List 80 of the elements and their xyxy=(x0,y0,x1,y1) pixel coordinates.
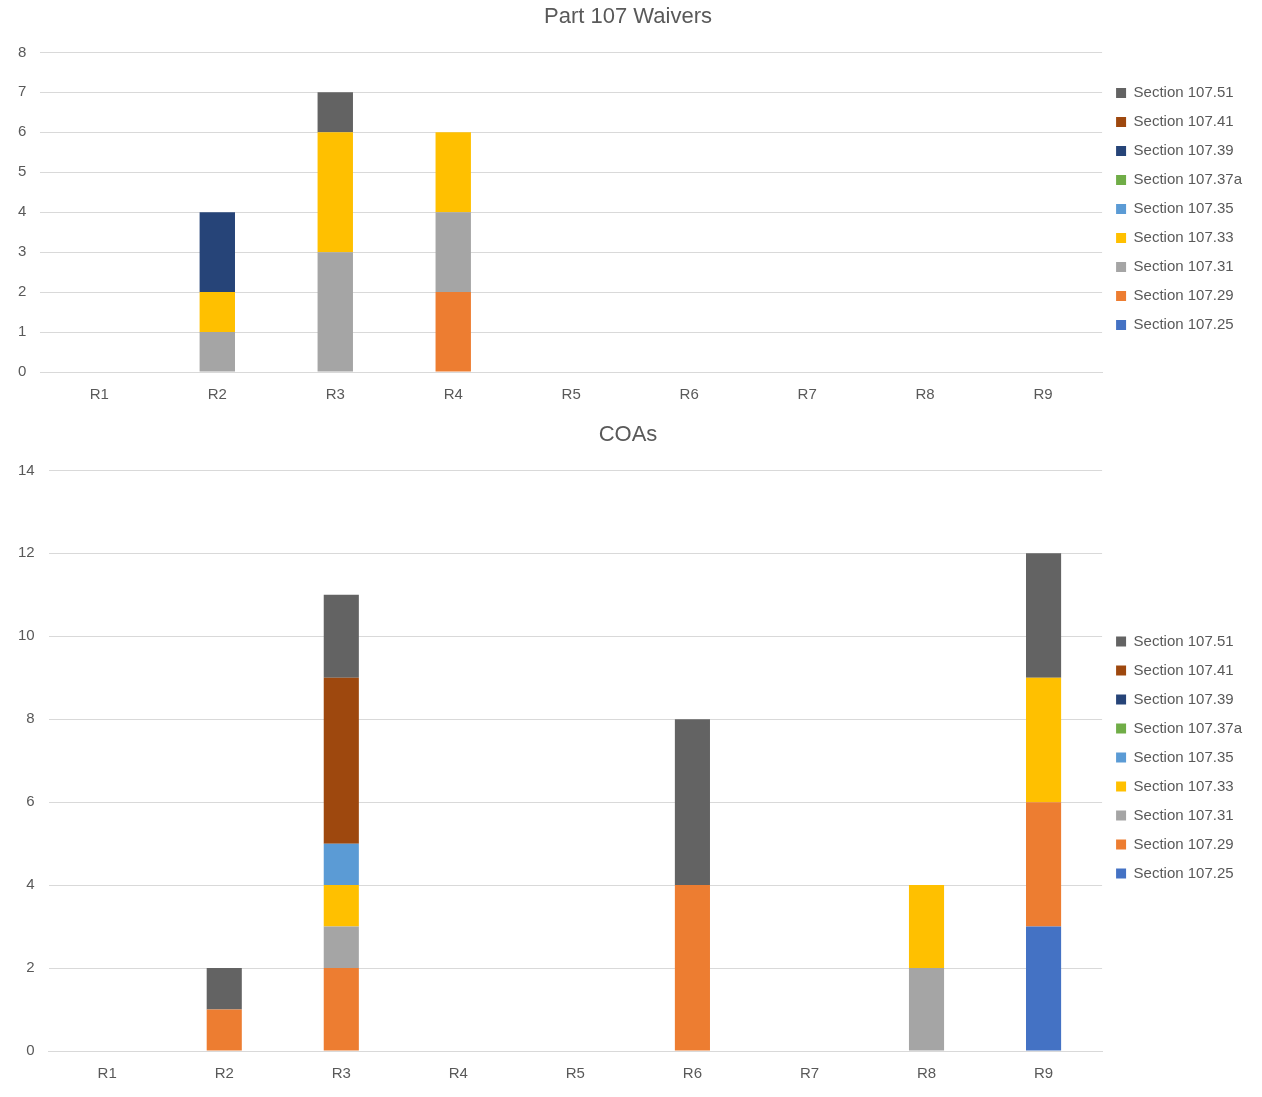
bar xyxy=(908,885,945,969)
y-tick-label: 4 xyxy=(26,875,35,893)
bar xyxy=(317,252,353,372)
legend-label: Section 107.29 xyxy=(1133,286,1234,304)
bar xyxy=(1026,677,1062,803)
bar xyxy=(674,719,710,886)
legend-label: Section 107.39 xyxy=(1133,141,1234,159)
y-tick-label: 2 xyxy=(26,958,35,976)
y-tick-label: 6 xyxy=(18,122,27,140)
bar xyxy=(674,885,710,1051)
x-tick-label: R5 xyxy=(565,1064,585,1082)
bar xyxy=(323,677,359,844)
x-tick-label: R2 xyxy=(207,385,227,403)
y-tick-label: 0 xyxy=(26,1041,35,1059)
x-tick-label: R1 xyxy=(97,1064,117,1082)
bar xyxy=(323,843,359,886)
bar xyxy=(323,594,359,678)
legend-label: Section 107.25 xyxy=(1133,315,1234,333)
bar xyxy=(323,926,359,969)
y-tick-label: 14 xyxy=(18,460,35,478)
legend-label: Section 107.25 xyxy=(1133,863,1234,881)
bar xyxy=(206,968,242,1010)
x-tick-label: R6 xyxy=(679,385,699,403)
legend-label: Section 107.31 xyxy=(1133,257,1234,275)
legend-label: Section 107.37a xyxy=(1133,170,1243,188)
legend-label: Section 107.31 xyxy=(1133,805,1234,823)
y-tick-label: 12 xyxy=(18,543,35,561)
x-tick-label: R4 xyxy=(443,385,463,403)
bar xyxy=(435,132,471,213)
y-tick-label: 8 xyxy=(26,709,35,727)
chart-title: COAs xyxy=(598,421,658,447)
bar xyxy=(1026,553,1062,678)
bar xyxy=(199,212,235,293)
x-tick-label: R9 xyxy=(1033,1064,1054,1082)
x-tick-label: R8 xyxy=(915,385,935,403)
legend-label: Section 107.35 xyxy=(1133,747,1234,765)
legend-label: Section 107.37a xyxy=(1133,718,1243,736)
x-tick-label: R7 xyxy=(797,385,817,403)
y-tick-label: 5 xyxy=(18,162,27,180)
bar xyxy=(317,132,353,253)
legend-label: Section 107.33 xyxy=(1133,228,1234,246)
legend-label: Section 107.39 xyxy=(1133,689,1234,707)
bar xyxy=(908,968,945,1051)
x-tick-label: R6 xyxy=(682,1064,703,1082)
x-tick-label: R4 xyxy=(448,1064,468,1082)
x-tick-label: R7 xyxy=(799,1064,820,1082)
y-tick-label: 2 xyxy=(18,282,27,300)
y-tick-label: 7 xyxy=(18,82,27,100)
y-tick-label: 10 xyxy=(18,626,35,644)
legend-label: Section 107.41 xyxy=(1133,112,1234,130)
bar xyxy=(1026,802,1062,927)
x-tick-label: R2 xyxy=(214,1064,234,1082)
bar xyxy=(323,968,359,1051)
y-tick-label: 3 xyxy=(18,242,27,260)
x-tick-label: R1 xyxy=(89,385,109,403)
y-tick-label: 1 xyxy=(18,322,27,340)
bar xyxy=(435,292,471,372)
bar xyxy=(1026,926,1062,1051)
bar xyxy=(199,332,235,372)
x-tick-label: R8 xyxy=(916,1064,937,1082)
chart-title: Part 107 Waivers xyxy=(544,3,712,29)
legend-label: Section 107.51 xyxy=(1133,83,1234,101)
x-tick-label: R5 xyxy=(561,385,581,403)
bar xyxy=(435,212,471,293)
bar xyxy=(206,1009,242,1051)
legend-label: Section 107.35 xyxy=(1133,199,1234,217)
x-tick-label: R3 xyxy=(325,385,345,403)
x-tick-label: R9 xyxy=(1033,385,1053,403)
y-tick-label: 4 xyxy=(18,202,27,220)
x-tick-label: R3 xyxy=(331,1064,351,1082)
bar xyxy=(317,92,353,133)
y-tick-label: 6 xyxy=(26,792,35,810)
bar xyxy=(323,885,359,927)
y-tick-label: 8 xyxy=(18,42,27,60)
legend-label: Section 107.29 xyxy=(1133,834,1234,852)
legend-label: Section 107.51 xyxy=(1133,631,1234,649)
legend-label: Section 107.33 xyxy=(1133,776,1234,794)
bar xyxy=(199,292,235,333)
y-tick-label: 0 xyxy=(18,362,27,380)
legend-label: Section 107.41 xyxy=(1133,660,1234,678)
